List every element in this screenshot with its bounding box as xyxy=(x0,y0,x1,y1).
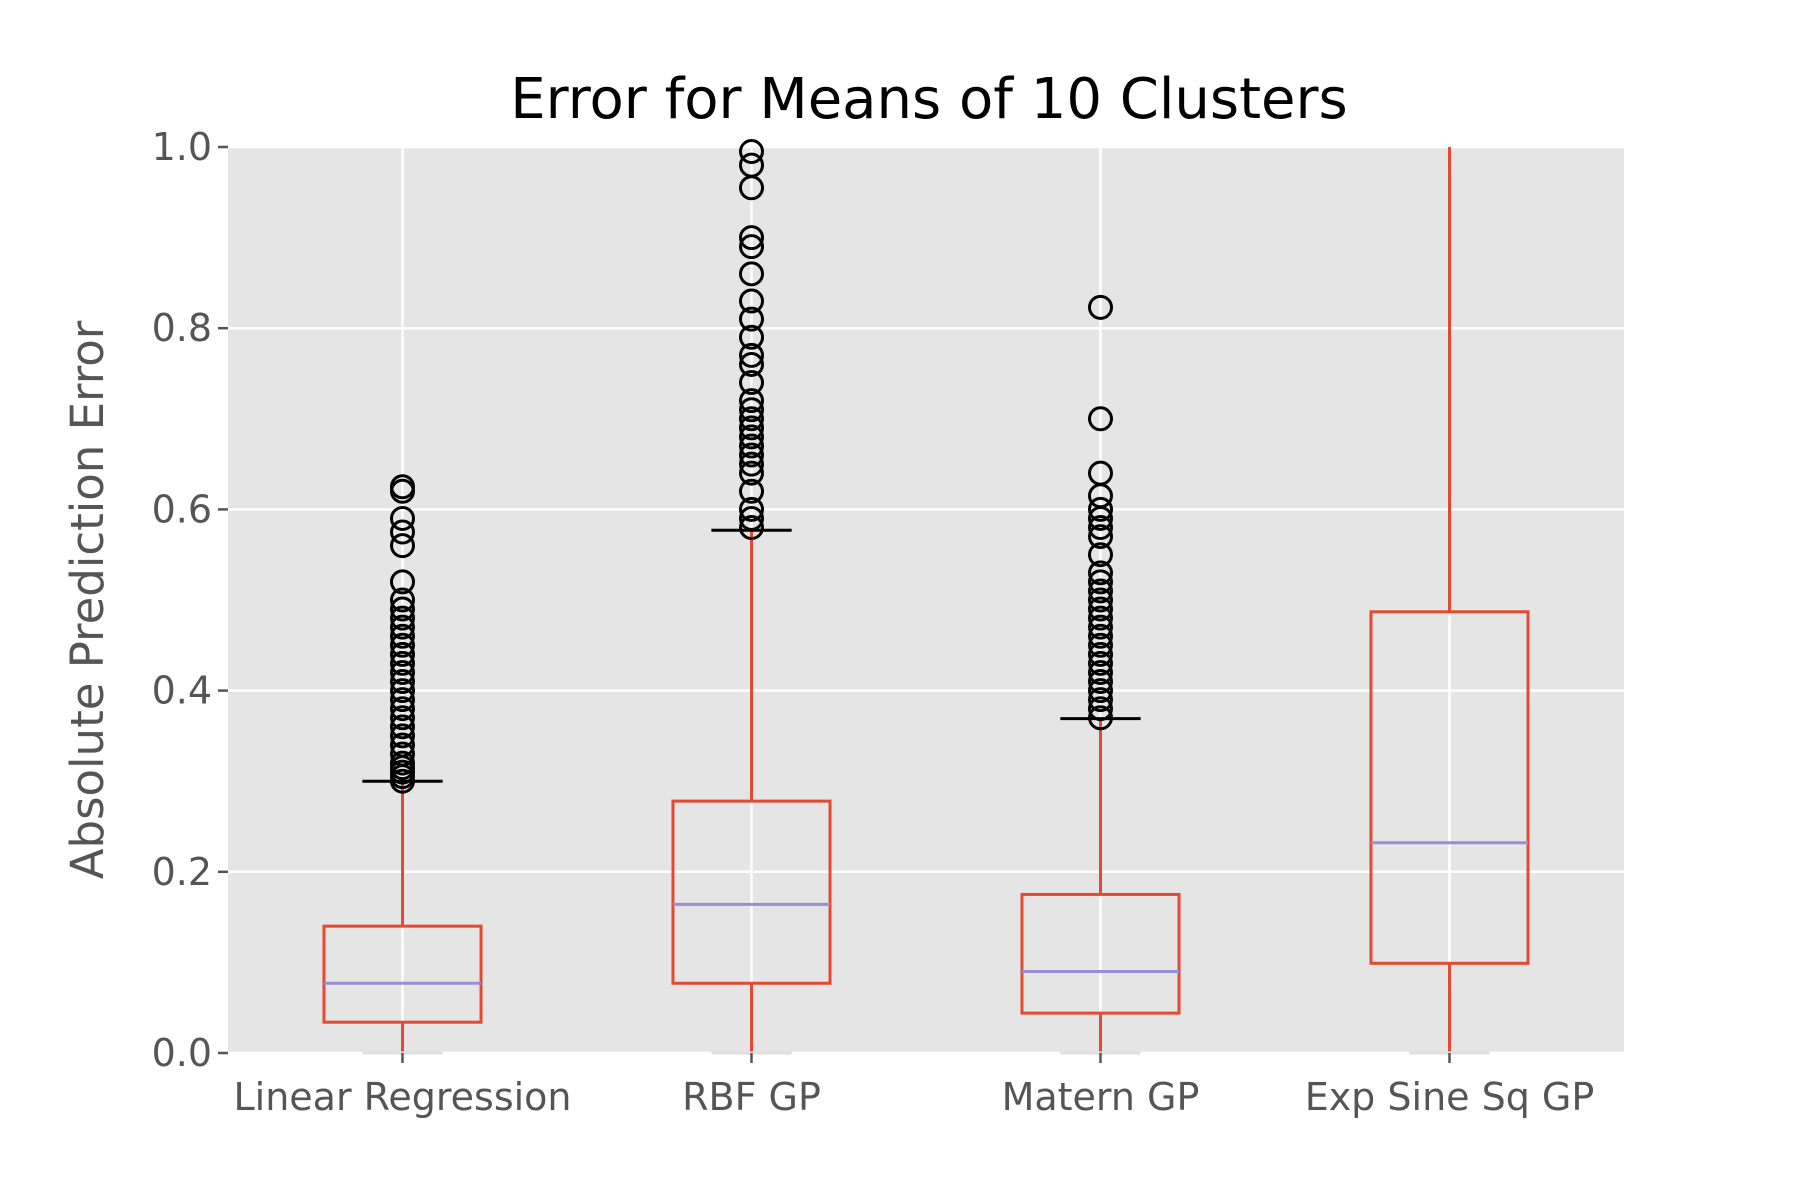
outlier-point xyxy=(739,505,764,531)
y-tick-label: 0.0 xyxy=(152,1031,212,1075)
outlier-point xyxy=(390,632,415,658)
outlier-point xyxy=(390,687,415,713)
outlier-point xyxy=(1088,623,1113,649)
outlier-point xyxy=(390,569,415,595)
outlier-point xyxy=(1088,632,1113,658)
outlier-point xyxy=(1088,496,1113,522)
outlier-point xyxy=(1088,406,1113,432)
iqr-box xyxy=(671,799,832,985)
outlier-point xyxy=(739,261,764,287)
y-tick-label: 0.6 xyxy=(152,487,212,531)
outlier-point xyxy=(390,474,415,500)
y-tick-label: 0.8 xyxy=(152,306,212,350)
x-tick-label: RBF GP xyxy=(682,1075,821,1119)
outlier-point xyxy=(1088,687,1113,713)
outlier-point xyxy=(390,623,415,649)
outlier-point xyxy=(1088,678,1113,704)
y-tick-label: 0.4 xyxy=(152,669,212,713)
outlier-point xyxy=(739,442,764,468)
outlier-point xyxy=(739,478,764,504)
outlier-point xyxy=(739,139,764,165)
outlier-point xyxy=(390,505,415,531)
outlier-point xyxy=(1088,605,1113,631)
outlier-point xyxy=(739,415,764,441)
outlier-point xyxy=(739,288,764,314)
outlier-point xyxy=(1088,650,1113,676)
outlier-point xyxy=(739,397,764,423)
outlier-point xyxy=(1088,659,1113,685)
iqr-box xyxy=(1369,610,1530,965)
outlier-point xyxy=(739,342,764,368)
x-tick-label: Exp Sine Sq GP xyxy=(1305,1075,1595,1119)
outlier-point xyxy=(739,388,764,414)
outlier-point xyxy=(1088,460,1113,486)
outlier-point xyxy=(739,351,764,377)
iqr-box xyxy=(322,924,483,1024)
plot-area xyxy=(228,147,1624,1053)
iqr-box xyxy=(1020,892,1181,1015)
outlier-point xyxy=(1088,641,1113,667)
x-tick-label: Matern GP xyxy=(1002,1075,1200,1119)
outlier-point xyxy=(390,750,415,776)
outlier-point xyxy=(390,659,415,685)
outlier-point xyxy=(1088,705,1113,731)
outlier-point xyxy=(739,324,764,350)
outlier-point xyxy=(390,678,415,704)
outlier-point xyxy=(739,225,764,251)
outlier-point xyxy=(1088,587,1113,613)
outlier-point xyxy=(390,714,415,740)
outlier-point xyxy=(1088,560,1113,586)
outlier-point xyxy=(390,732,415,758)
outlier-point xyxy=(390,587,415,613)
y-tick-label: 0.2 xyxy=(152,850,212,894)
outlier-point xyxy=(739,306,764,332)
outlier-point xyxy=(1088,614,1113,640)
x-axis: Linear Regression RBF GP Matern GP Exp Sine… xyxy=(233,1053,1594,1119)
outlier-point xyxy=(1088,515,1113,541)
chart-title: Error for Means of 10 Clusters xyxy=(510,67,1347,132)
outlier-point xyxy=(1088,669,1113,695)
outlier-point xyxy=(1088,294,1113,320)
outlier-point xyxy=(739,152,764,178)
outlier-point xyxy=(1088,596,1113,622)
x-tick-label: Linear Regression xyxy=(233,1075,571,1119)
outlier-point xyxy=(390,696,415,722)
outlier-point xyxy=(390,614,415,640)
y-axis: 0.0 0.2 0.4 0.6 0.8 1.0 xyxy=(152,125,228,1075)
outlier-point xyxy=(739,496,764,522)
outlier-point xyxy=(390,741,415,767)
outlier-point xyxy=(739,460,764,486)
outlier-point xyxy=(390,533,415,559)
outlier-point xyxy=(739,451,764,477)
outlier-point xyxy=(739,234,764,260)
outlier-point xyxy=(739,370,764,396)
box-group xyxy=(1369,147,1530,1055)
outlier-point xyxy=(390,669,415,695)
outlier-point xyxy=(739,433,764,459)
outlier-point xyxy=(390,641,415,667)
outlier-point xyxy=(1088,578,1113,604)
outlier-point xyxy=(1088,696,1113,722)
outlier-point xyxy=(739,424,764,450)
y-tick-label: 1.0 xyxy=(152,125,212,169)
outlier-point xyxy=(390,723,415,749)
box-group xyxy=(671,139,832,1055)
outlier-point xyxy=(390,519,415,545)
outlier-point xyxy=(390,605,415,631)
y-axis-label: Absolute Prediction Error xyxy=(61,320,114,879)
outlier-point xyxy=(390,705,415,731)
grid-lines xyxy=(228,145,1624,1055)
outlier-point xyxy=(390,596,415,622)
outlier-point xyxy=(390,650,415,676)
box-group xyxy=(1020,294,1181,1055)
outlier-point xyxy=(1088,542,1113,568)
outlier-point xyxy=(1088,569,1113,595)
outlier-point xyxy=(739,406,764,432)
outlier-point xyxy=(1088,524,1113,550)
outlier-point xyxy=(739,515,764,541)
